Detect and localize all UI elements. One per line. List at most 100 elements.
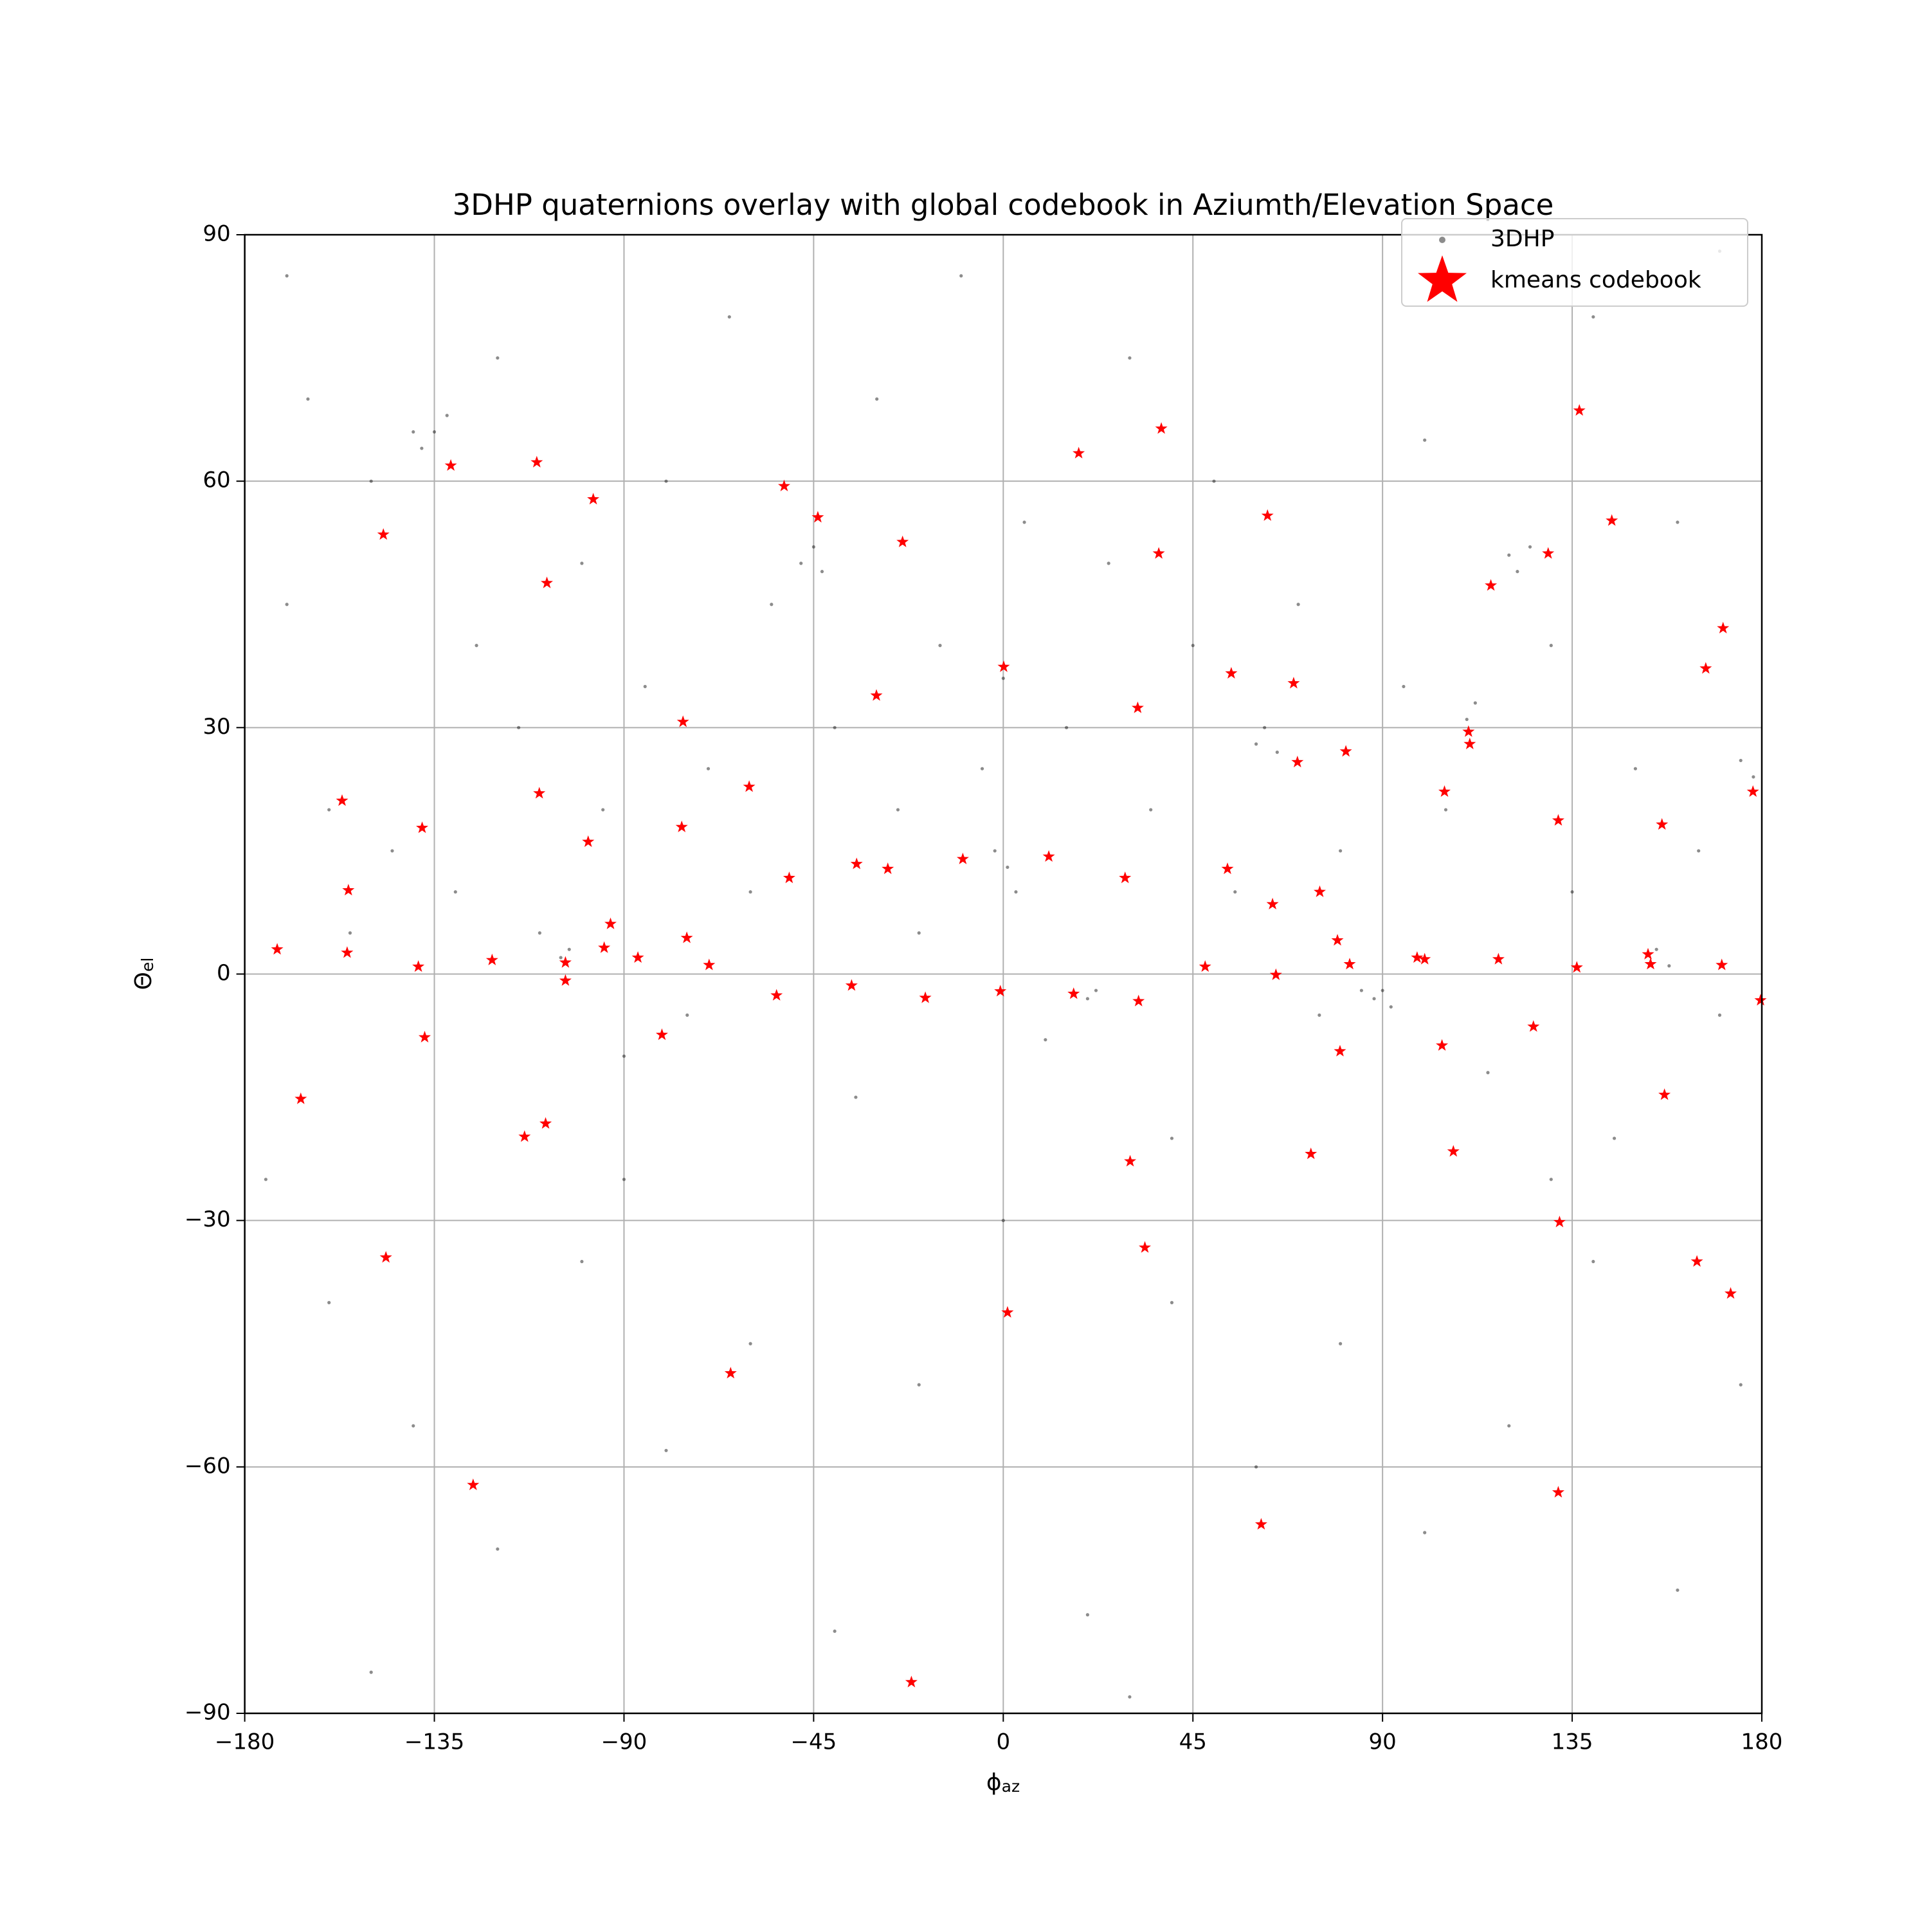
codebook-star [485,953,498,965]
legend-label: kmeans codebook [1490,267,1701,293]
data-point [1128,356,1132,360]
data-point [896,808,900,812]
codebook-star [1570,961,1583,973]
data-point [770,603,774,606]
data-point [833,725,837,729]
codebook-star [1339,745,1352,757]
codebook-star [1552,814,1564,826]
data-point [390,849,394,853]
data-point [1381,989,1384,992]
codebook-star [271,943,284,955]
x-tick-label: −135 [404,1729,464,1755]
codebook-star [845,979,858,991]
y-axis-symbol: Θ [131,972,157,990]
data-point [1372,997,1376,1001]
y-axis-label: Θel [131,958,157,990]
data-point [748,890,752,894]
data-point [1107,561,1110,565]
data-point [664,479,668,483]
data-point [327,1300,331,1304]
data-point [580,561,584,565]
data-point [833,1629,837,1633]
codebook-star [1073,446,1085,459]
codebook-star [467,1478,480,1490]
data-point [1676,520,1680,524]
codebook-star [530,455,543,468]
data-point [1549,1178,1553,1181]
data-point [420,446,424,450]
data-point [1044,1038,1047,1042]
codebook-star [1462,725,1475,737]
data-point [1085,1613,1089,1617]
data-point [1739,758,1743,763]
data-point [1149,808,1153,812]
data-point [1473,701,1477,705]
data-point [432,430,437,434]
codebook-star [1642,947,1654,960]
codebook-star [680,931,693,943]
codebook-star [994,985,1007,997]
codebook-star [1305,1147,1318,1160]
data-point [369,1670,373,1674]
legend-box [1401,218,1748,307]
x-tick-label: −45 [790,1729,837,1755]
data-point [412,1424,415,1428]
codebook-star [1552,1486,1564,1498]
data-point [1085,997,1089,1001]
codebook-star [778,479,790,491]
codebook-star [655,1028,668,1041]
codebook-star [631,951,644,963]
codebook-star [850,857,863,870]
codebook-star [1746,785,1759,797]
codebook-star [541,576,553,588]
codebook-star [1411,951,1424,963]
data-point [285,274,289,278]
codebook-star [1155,422,1168,434]
data-point [1528,545,1532,549]
data-point [1094,989,1098,992]
data-point [664,1448,668,1452]
data-point [1254,1465,1258,1469]
codebook-star [1690,1255,1703,1267]
data-point [1233,890,1237,894]
codebook-star [811,511,824,523]
data-point [1549,644,1553,648]
codebook-star [1542,547,1555,559]
data-point [727,315,731,319]
data-point [1275,751,1279,754]
data-point [517,725,521,729]
codebook-star [294,1092,307,1104]
codebook-star [1658,1088,1671,1100]
data-point [1001,1219,1005,1223]
codebook-star [559,956,572,968]
data-point [348,931,352,935]
data-point [875,397,879,401]
codebook-star [341,946,354,958]
data-point [1006,865,1010,870]
data-point [1254,742,1258,746]
codebook-star [1606,514,1618,526]
data-point [1591,315,1595,319]
codebook-star [905,1675,918,1688]
data-point [412,430,415,434]
data-point [264,1178,267,1181]
codebook-star [1573,404,1586,416]
codebook-star [1436,1039,1449,1051]
codebook-star [1225,667,1238,679]
codebook-star [377,528,390,540]
data-point [453,890,457,894]
codebook-star [1754,994,1767,1006]
data-point [567,947,571,951]
codebook-star [533,787,546,799]
codebook-star [1001,1306,1014,1318]
codebook-star [703,958,716,971]
data-point [643,684,647,689]
data-point [622,1178,626,1181]
x-tick-label: 135 [1552,1729,1593,1755]
codebook-star [412,960,425,972]
data-point [1591,1259,1595,1264]
codebook-star [587,493,600,505]
codebook-star [1334,1044,1346,1057]
